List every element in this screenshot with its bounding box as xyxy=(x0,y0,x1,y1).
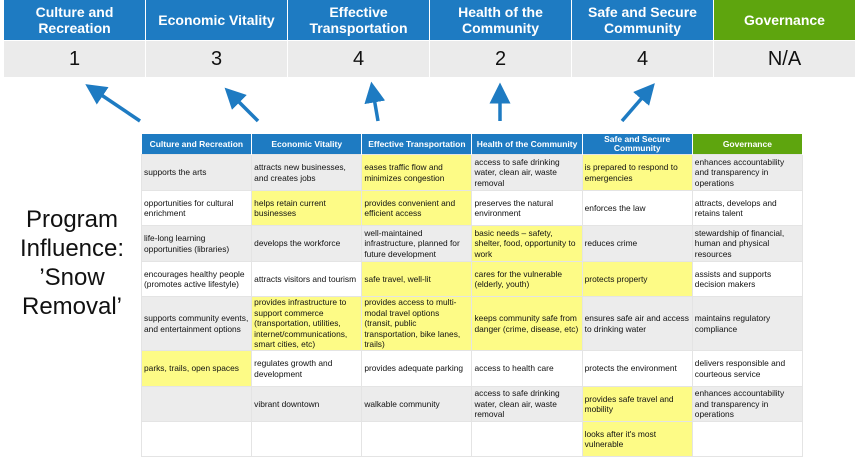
table-cell xyxy=(361,421,473,457)
table-cell: is prepared to respond to emergencies xyxy=(581,154,693,191)
table-cell: helps retain current businesses xyxy=(251,190,363,226)
table-cell: looks after it's most vulnerable xyxy=(581,421,693,457)
table-cell xyxy=(691,421,804,457)
table-cell: ensures safe air and access to drinking … xyxy=(581,296,693,351)
table-cell: cares for the vulnerable (elderly, youth… xyxy=(471,261,583,297)
table-cell: stewardship of financial, human and phys… xyxy=(691,225,804,262)
category-score: 3 xyxy=(146,40,288,77)
table-cell xyxy=(471,421,583,457)
table-cell: enforces the law xyxy=(581,190,693,226)
table-column-header: Economic Vitality xyxy=(251,134,363,155)
table-cell: regulates growth and development xyxy=(251,350,363,387)
table-cell: attracts new businesses, and creates job… xyxy=(251,154,363,191)
table-row: parks, trails, open spaces regulates grow… xyxy=(140,350,804,387)
table-cell: enhances accountability and transparency… xyxy=(691,386,804,422)
table-cell: provides safe travel and mobility xyxy=(581,386,693,422)
arrows xyxy=(85,81,655,123)
table-cell: encourages healthy people (promotes acti… xyxy=(140,261,253,297)
category-score: 1 xyxy=(4,40,146,77)
table-cell: provides convenient and efficient access xyxy=(361,190,473,226)
category-score: 2 xyxy=(430,40,572,77)
table-cell: enhances accountability and transparency… xyxy=(691,154,804,191)
table-cell: protects the environment xyxy=(581,350,693,387)
table-row: opportunities for cultural enrichment hel… xyxy=(140,190,804,226)
influence-table: Culture and Recreation Economic Vitality E… xyxy=(140,134,804,457)
table-cell: opportunities for cultural enrichment xyxy=(140,190,253,226)
table-row: supports community events, and entertain… xyxy=(140,296,804,351)
table-cell: life-long learning opportunities (librar… xyxy=(140,225,253,262)
table-cell: provides infrastructure to support comme… xyxy=(251,296,363,351)
table-cell: eases traffic flow and minimizes congest… xyxy=(361,154,473,191)
table-cell: access to safe drinking water, clean air… xyxy=(471,154,583,191)
table-row: encourages healthy people (promotes acti… xyxy=(140,261,804,297)
category-header: Governance xyxy=(714,0,856,40)
table-row: vibrant downtown walkable community access… xyxy=(140,386,804,422)
table-cell: parks, trails, open spaces xyxy=(140,350,253,387)
arrow-icon xyxy=(85,84,141,123)
table-cell: well-maintained infrastructure, planned … xyxy=(361,225,473,262)
table-cell: reduces crime xyxy=(581,225,693,262)
table-row: supports the arts attracts new businesses… xyxy=(140,154,804,191)
table-column-header: Culture and Recreation xyxy=(141,134,253,155)
table-row: looks after it's most vulnerable xyxy=(140,421,804,457)
table-cell: keeps community safe from danger (crime,… xyxy=(471,296,583,351)
table-cell: assists and supports decision makers xyxy=(691,261,804,297)
category-header: Health of the Community xyxy=(430,0,572,40)
table-cell: supports the arts xyxy=(140,154,253,191)
table-column-header: Safe and Secure Community xyxy=(582,134,693,155)
table-column-header: Effective Transportation xyxy=(361,134,473,155)
table-cell: maintains regulatory compliance xyxy=(691,296,804,351)
table-row: life-long learning opportunities (librar… xyxy=(140,225,804,262)
table-cell xyxy=(140,386,253,422)
table-cell: access to safe drinking water, clean air… xyxy=(471,386,583,422)
table-cell: vibrant downtown xyxy=(251,386,363,422)
program-influence-label: Program Influence: ’Snow Removal’ xyxy=(19,206,125,320)
category-header: Safe and Secure Community xyxy=(572,0,714,40)
table-cell: basic needs – safety, shelter, food, opp… xyxy=(471,225,583,262)
table-cell: preserves the natural environment xyxy=(471,190,583,226)
table-cell: walkable community xyxy=(361,386,473,422)
table-cell: attracts, develops and retains talent xyxy=(691,190,804,226)
table-cell: safe travel, well-lit xyxy=(361,261,473,297)
table-cell: delivers responsible and courteous servi… xyxy=(691,350,804,387)
table-cell: attracts visitors and tourism xyxy=(251,261,363,297)
table-cell xyxy=(251,421,363,457)
table-cell xyxy=(140,421,253,457)
table-cell: protects property xyxy=(581,261,693,297)
table-cell: access to health care xyxy=(471,350,583,387)
category-score: 4 xyxy=(288,40,430,77)
table-cell: provides adequate parking xyxy=(361,350,473,387)
table-column-header: Governance xyxy=(692,134,804,155)
category-score: 4 xyxy=(572,40,714,77)
table-cell: develops the workforce xyxy=(251,225,363,262)
table-cell: provides access to multi-modal travel op… xyxy=(361,296,473,351)
category-header: Effective Transportation xyxy=(288,0,430,40)
table-cell: supports community events, and entertain… xyxy=(140,296,253,351)
arrow-icon xyxy=(620,83,655,123)
arrow-icon xyxy=(364,81,386,122)
category-header: Economic Vitality xyxy=(146,0,288,40)
category-score: N/A xyxy=(714,40,856,77)
category-header: Culture and Recreation xyxy=(4,0,146,40)
arrow-icon xyxy=(224,87,260,123)
table-column-header: Health of the Community xyxy=(471,134,583,155)
score-header: Culture and Recreation Economic Vitality E… xyxy=(4,0,856,77)
